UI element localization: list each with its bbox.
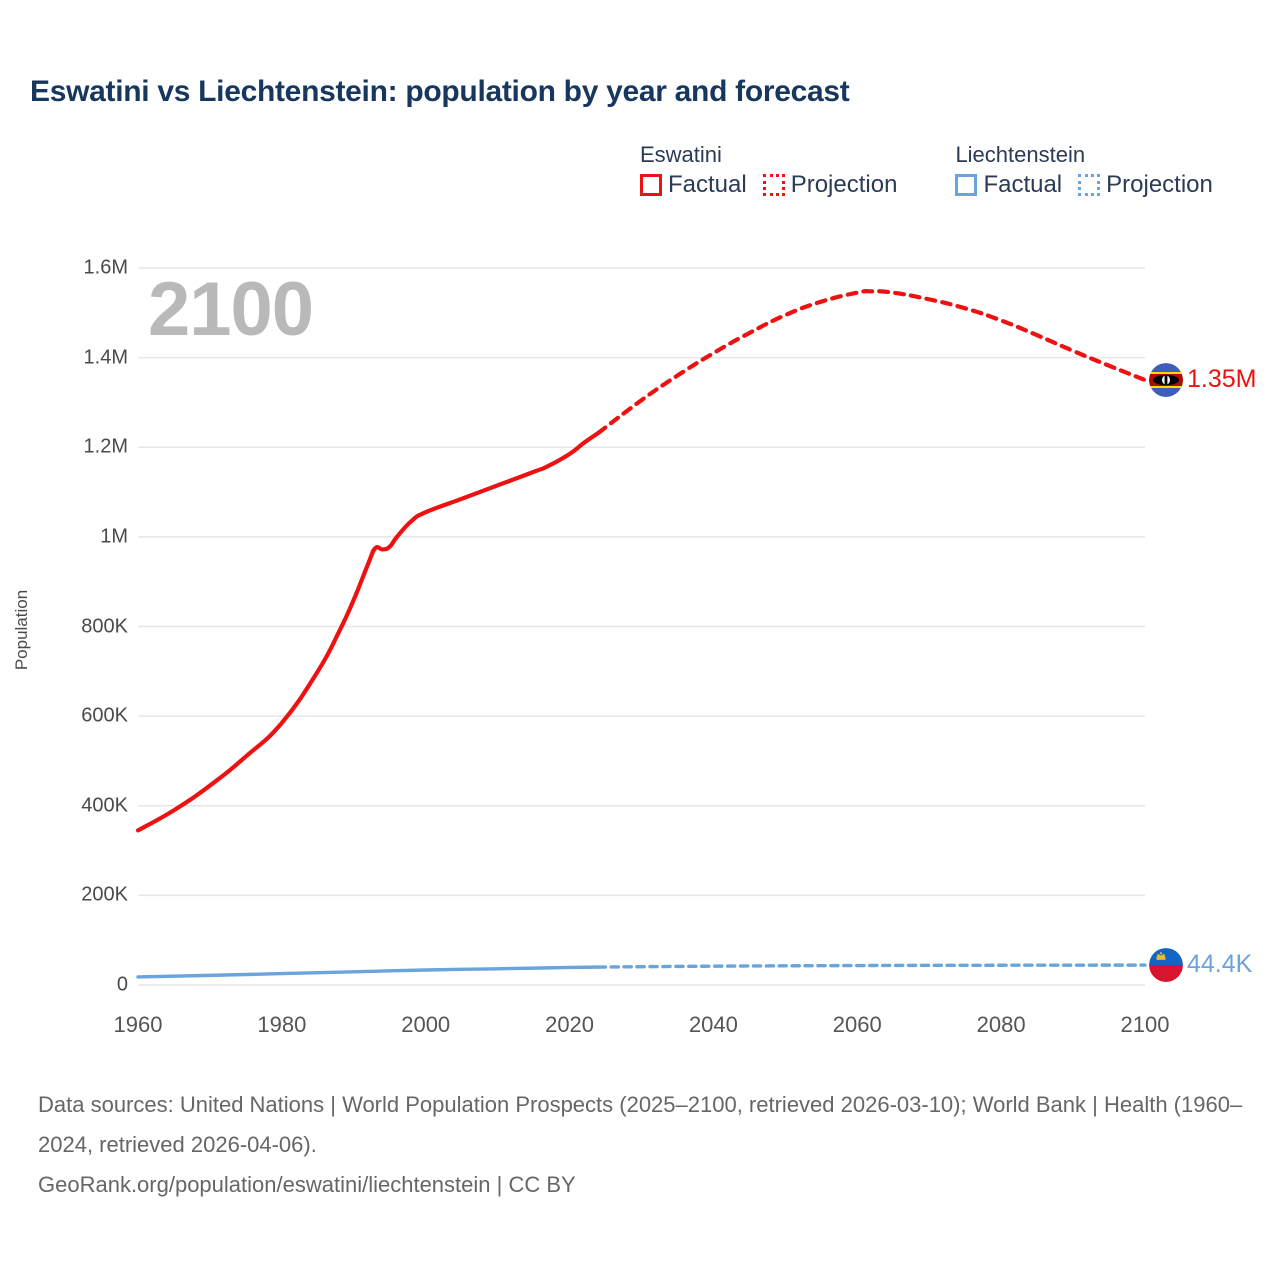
- y-axis-tick-label: 800K: [81, 615, 128, 637]
- end-value-label-liechtenstein: 44.4K: [1187, 950, 1253, 979]
- legend-swatch-solid-icon: [640, 174, 662, 196]
- legend-country-eswatini: Eswatini: [640, 142, 722, 167]
- line-factual-liechtenstein: [136, 965, 601, 979]
- legend-label-liechtenstein-projection: Projection: [1106, 171, 1213, 198]
- legend-group-eswatini: Eswatini Factual Projection: [640, 142, 897, 198]
- legend-label-eswatini-projection: Projection: [790, 171, 898, 198]
- y-axis-tick-label: 0: [116, 973, 128, 996]
- chart-legend: Eswatini Factual Projection Liechtenstei…: [640, 142, 1213, 198]
- line-factual-eswatini: [135, 430, 601, 833]
- legend-swatch-dotted-icon: [762, 174, 785, 196]
- x-axis-tick-label: 1980: [257, 1012, 307, 1037]
- footer-link[interactable]: GeoRank.org/population/eswatini/liechten…: [38, 1172, 576, 1197]
- watermark-year: 2100: [148, 267, 314, 352]
- legend-swatch-dotted-icon: [1078, 174, 1101, 196]
- line-projection-eswatini: [596, 289, 1148, 436]
- legend-item-liechtenstein-factual[interactable]: Factual: [955, 172, 1062, 198]
- y-axis-tick-label: 1M: [100, 525, 128, 548]
- y-axis-tick-label: 1.4M: [83, 346, 128, 369]
- legend-label-eswatini-factual: Factual: [668, 171, 747, 198]
- footer: Data sources: United Nations | World Pop…: [38, 1085, 1248, 1205]
- line-projection-liechtenstein: [596, 963, 1147, 969]
- legend-country-liechtenstein: Liechtenstein: [955, 142, 1086, 167]
- x-axis-tick-label: 1960: [113, 1012, 163, 1037]
- x-axis-tick-label: 2000: [401, 1012, 451, 1037]
- x-axis-tick-label: 2060: [832, 1012, 882, 1037]
- y-axis-tick-label: 400K: [81, 794, 128, 817]
- x-axis-tick-label: 2020: [545, 1012, 595, 1037]
- y-axis-tick-label: 1.2M: [83, 435, 128, 458]
- flag-marker-eswatini-icon: [1149, 363, 1183, 398]
- legend-label-liechtenstein-factual: Factual: [983, 171, 1063, 198]
- legend-row-eswatini: Factual Projection: [640, 172, 897, 198]
- x-axis-tick-label: 2100: [1120, 1012, 1170, 1037]
- footer-sources: Data sources: United Nations | World Pop…: [38, 1092, 1243, 1157]
- legend-item-eswatini-projection[interactable]: Projection: [762, 171, 898, 198]
- y-axis-tick-label: 1.6M: [83, 256, 128, 279]
- x-axis-tick-label: 2040: [688, 1012, 738, 1037]
- y-axis-tick-label: 600K: [81, 704, 128, 727]
- page-title: Eswatini vs Liechtenstein: population by…: [30, 75, 850, 108]
- end-value-label-eswatini: 1.35M: [1187, 365, 1257, 394]
- legend-group-liechtenstein: Liechtenstein Factual Projection: [955, 142, 1213, 198]
- legend-row-liechtenstein: Factual Projection: [955, 172, 1213, 198]
- legend-item-liechtenstein-projection[interactable]: Projection: [1078, 172, 1213, 198]
- x-axis-tick-label: 2080: [976, 1012, 1026, 1037]
- y-axis-tick-label: 200K: [81, 883, 128, 906]
- legend-swatch-solid-icon: [955, 174, 978, 196]
- legend-item-eswatini-factual[interactable]: Factual: [640, 172, 747, 198]
- flag-marker-liechtenstein-icon: [1149, 948, 1183, 983]
